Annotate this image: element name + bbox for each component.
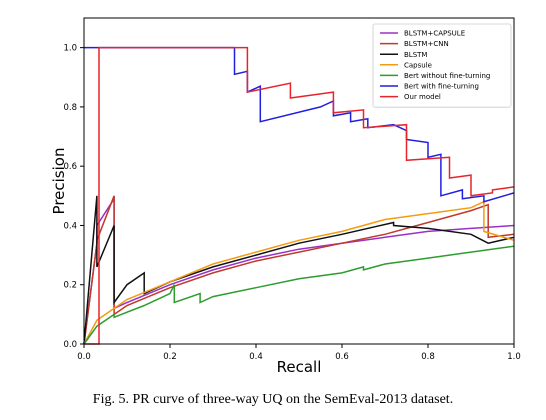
x-tick-label: 0.4 <box>249 352 263 362</box>
legend-box <box>372 23 512 108</box>
plot-frame <box>83 17 515 345</box>
legend-label: Bert with fine-turning <box>404 83 479 91</box>
series-line-4 <box>83 245 515 345</box>
series-line-1 <box>83 195 515 345</box>
y-tick-label: 1.0 <box>63 44 77 54</box>
y-tick-label: 0.0 <box>63 340 77 350</box>
x-tick-label: 0.2 <box>163 352 177 362</box>
legend-label: Bert without fine-turning <box>404 72 490 80</box>
legend-label: Our model <box>404 93 441 101</box>
series-line-3 <box>83 200 515 345</box>
legend-label: BLSTM+CNN <box>404 40 449 48</box>
legend-label: Capsule <box>404 61 432 69</box>
y-tick-label: 0.4 <box>63 221 77 231</box>
x-tick-label: 1.0 <box>507 352 521 362</box>
legend-label: BLSTM <box>404 51 427 59</box>
y-tick-label: 0.8 <box>63 103 77 113</box>
series-line-2 <box>83 195 515 345</box>
x-tick-label: 0.0 <box>77 352 91 362</box>
pr-curve-chart: 0.0 0.2 0.4 0.6 0.8 1.0 0.0 0.2 0.4 0.6 0.8 1.0 Reca… <box>50 17 521 376</box>
x-tick-label: 0.8 <box>421 352 435 362</box>
y-tick-label: 0.6 <box>63 162 77 172</box>
y-axis-label: Precision <box>50 148 68 215</box>
x-axis-label: Recall <box>277 358 322 376</box>
x-tick-label: 0.6 <box>335 352 349 362</box>
series-line-6 <box>84 46 515 345</box>
legend-label: BLSTM+CAPSULE <box>404 30 465 38</box>
y-tick-label: 0.2 <box>63 281 77 291</box>
series-line-0 <box>83 196 515 345</box>
figure-caption: Fig. 5. PR curve of three-way UQ on the … <box>92 392 454 407</box>
